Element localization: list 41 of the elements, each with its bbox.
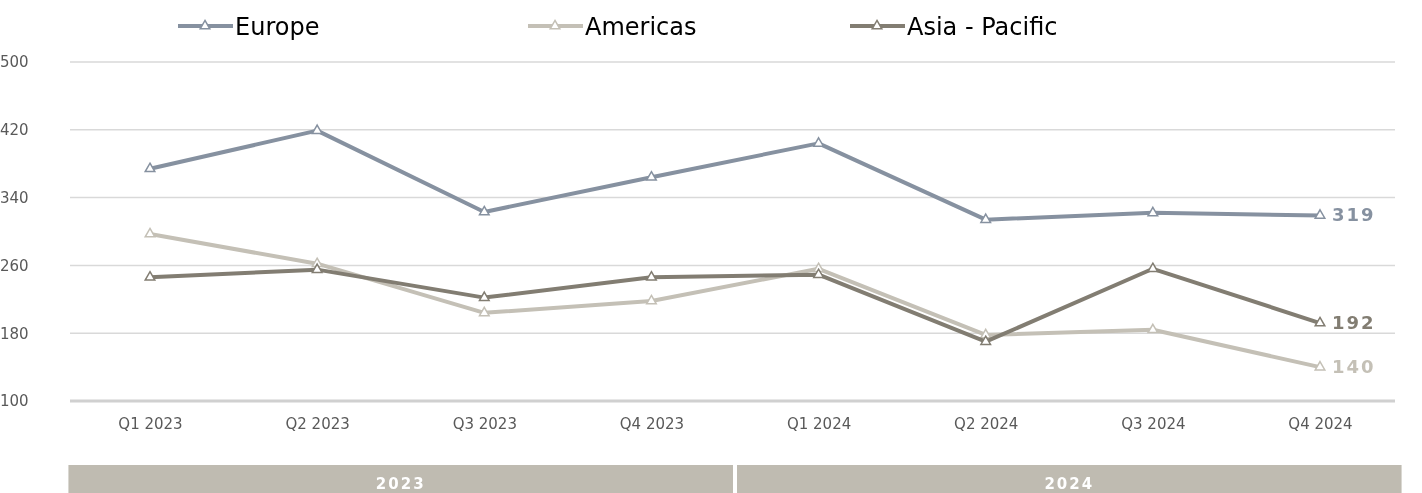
point: [144, 162, 156, 173]
point: [1314, 360, 1326, 371]
legend-label: Americas: [585, 13, 697, 41]
text: 2024: [1044, 475, 1095, 493]
y-tick-label: 180: [0, 324, 29, 343]
point: [1314, 209, 1326, 219]
x-tick-label: Q1 2023: [118, 415, 183, 433]
point: [1147, 323, 1159, 334]
point: [645, 294, 657, 305]
x-tick-label: Q2 2024: [954, 415, 1019, 433]
y-tick-label: 500: [0, 53, 29, 72]
legend-label: Asia - Pacific: [907, 13, 1058, 41]
x-tick-label: Q3 2023: [452, 415, 517, 433]
point: [478, 291, 490, 302]
point: [645, 270, 657, 281]
x-tick-label: Q4 2024: [1288, 415, 1353, 433]
y-tick-label: 420: [0, 121, 29, 140]
point: [813, 268, 825, 279]
x-tick-label: Q1 2024: [786, 415, 852, 433]
point: [1147, 262, 1159, 273]
point: [144, 227, 156, 238]
point: [478, 205, 490, 216]
data-label: 192: [1332, 312, 1376, 334]
point: [645, 170, 657, 181]
x-tick-label: Q2 2023: [285, 415, 350, 433]
y-tick-label: 340: [0, 188, 29, 207]
point: [144, 270, 156, 281]
data-label: 140: [1332, 356, 1376, 378]
x-tick-label: Q4 2023: [619, 415, 685, 433]
point: [478, 306, 490, 317]
data-label: 319: [1332, 204, 1376, 226]
point: [1314, 316, 1326, 327]
point: [311, 263, 323, 274]
point: [980, 213, 992, 224]
point: [980, 335, 992, 346]
point: [1147, 206, 1159, 217]
y-tick-label: 100: [0, 392, 29, 411]
x-tick-label: Q3 2024: [1121, 415, 1186, 433]
y-tick-label: 260: [0, 256, 29, 275]
legend-label: Europe: [235, 13, 320, 41]
text: 2023: [375, 475, 426, 493]
